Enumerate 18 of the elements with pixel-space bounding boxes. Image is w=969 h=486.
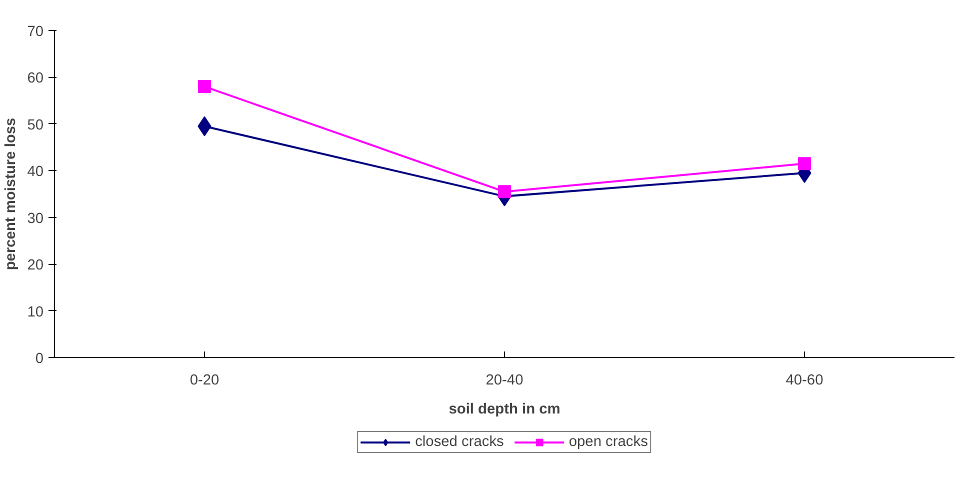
- x-tick-label: 0-20: [190, 372, 220, 388]
- point: [498, 185, 511, 198]
- x-tick-label: 20-40: [486, 372, 524, 388]
- x-tick-label: 40-60: [786, 372, 824, 388]
- y-tick-label: 30: [27, 210, 44, 227]
- y-tick-label: 60: [27, 70, 44, 87]
- point: [198, 80, 211, 94]
- y-axis-title: percent moisture loss: [3, 118, 20, 270]
- y-tick-label: 70: [27, 24, 44, 40]
- y-tick-label: 20: [27, 258, 44, 274]
- y-tick-label: 10: [27, 304, 44, 320]
- y-tick-label: 40: [27, 164, 44, 180]
- x-axis-title: soil depth in cm: [448, 402, 560, 418]
- legend-label: open cracks: [568, 434, 648, 450]
- y-tick-label: 0: [35, 351, 44, 367]
- legend-label: closed cracks: [415, 434, 504, 450]
- point: [798, 157, 811, 170]
- y-tick-label: 50: [27, 117, 44, 134]
